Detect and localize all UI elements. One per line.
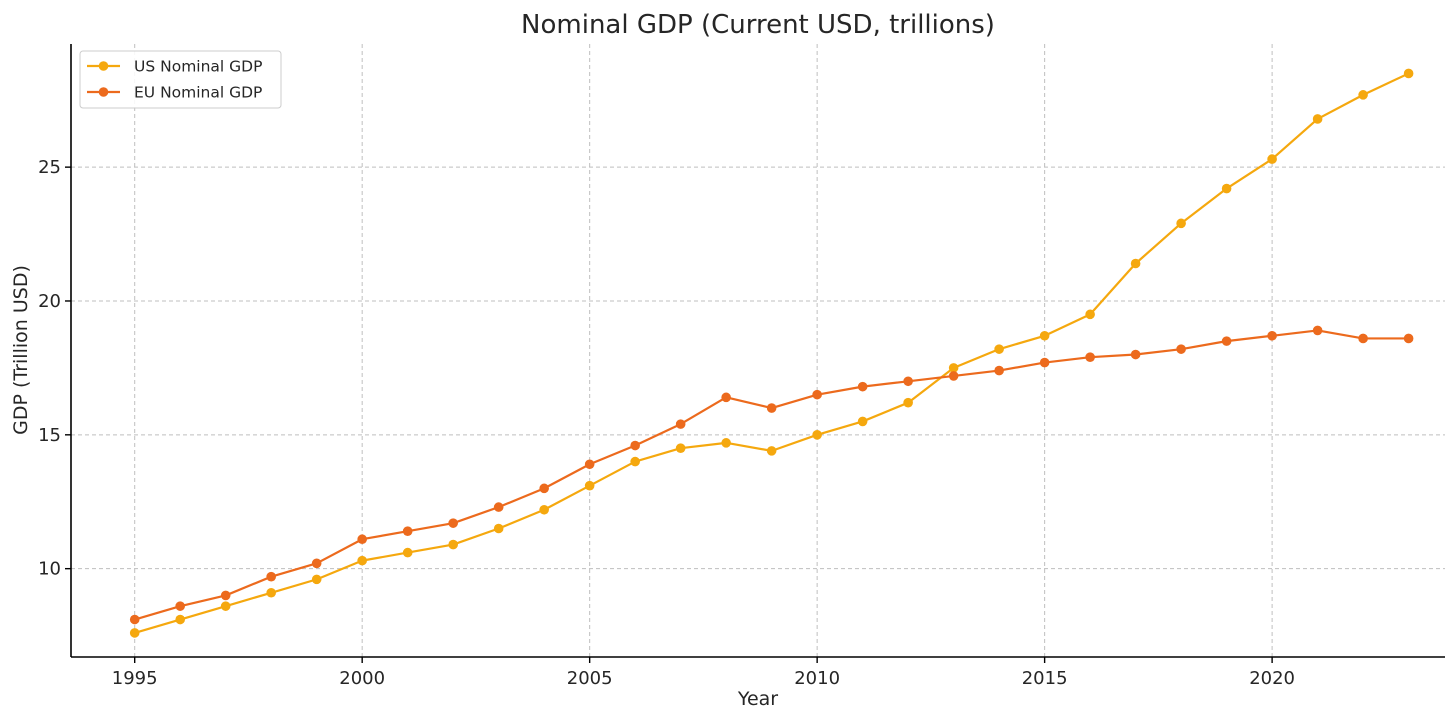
data-point: [948, 371, 959, 381]
data-point: [493, 523, 504, 534]
data-point: [402, 526, 413, 536]
data-point: [1312, 325, 1323, 336]
axis-ticks: 1995 2000 2005 2010 2015 2020 10 15 20 25: [38, 157, 1295, 689]
data-point: [812, 389, 822, 400]
data-point: [220, 601, 231, 611]
data-point: [1267, 330, 1277, 341]
x-tick-label: 2015: [1022, 668, 1068, 689]
data-point: [1039, 330, 1050, 341]
data-point: [630, 440, 640, 451]
y-tick-label: 10: [38, 559, 61, 580]
data-point: [448, 539, 458, 550]
data-point: [1267, 154, 1277, 164]
legend-frame: [79, 50, 282, 109]
data-point: [675, 443, 686, 454]
data-point: [175, 601, 185, 611]
data-point: [539, 504, 549, 515]
data-point: [311, 574, 322, 585]
data-point: [539, 483, 549, 494]
data-point: [1221, 183, 1232, 194]
data-point: [402, 547, 413, 558]
data-point: [357, 555, 367, 566]
data-point: [1221, 336, 1232, 346]
data-point: [766, 403, 777, 413]
data-point: [1403, 68, 1414, 79]
data-point: [948, 363, 959, 373]
data-point: [1085, 352, 1095, 362]
chart-title: Nominal GDP (Current USD, trillions): [521, 10, 995, 40]
x-tick-label: 2005: [567, 668, 613, 689]
data-point: [493, 502, 504, 512]
x-tick-label: 1995: [112, 668, 158, 689]
y-tick-label: 20: [38, 291, 61, 312]
data-point: [129, 614, 140, 625]
y-axis-label: GDP (Trillion USD): [10, 265, 32, 435]
legend: US Nominal GDP EU Nominal GDP: [79, 50, 282, 109]
series-lines: [129, 68, 1414, 638]
x-tick-label: 2010: [794, 668, 840, 689]
data-point: [994, 365, 1004, 376]
legend-label-eu: EU Nominal GDP: [134, 84, 262, 102]
legend-label-us: US Nominal GDP: [134, 58, 262, 76]
data-point: [1039, 357, 1050, 368]
data-point: [1358, 333, 1368, 344]
data-point: [766, 446, 777, 456]
grid-lines: [71, 44, 1445, 657]
data-point: [1312, 114, 1323, 124]
data-point: [584, 459, 595, 470]
data-point: [220, 590, 231, 601]
data-point: [1176, 344, 1186, 354]
series-eu: [129, 325, 1414, 625]
data-point: [1085, 309, 1095, 320]
legend-marker-eu: [98, 87, 109, 97]
data-point: [1130, 258, 1141, 269]
data-point: [994, 344, 1004, 354]
x-axis-label: Year: [737, 688, 778, 710]
data-point: [266, 587, 276, 598]
data-point: [903, 397, 913, 408]
data-point: [175, 614, 185, 625]
data-point: [1176, 218, 1186, 229]
x-tick-label: 2000: [339, 668, 385, 689]
data-point: [857, 416, 868, 427]
data-point: [448, 518, 458, 528]
x-tick-label: 2020: [1249, 668, 1295, 689]
series-us: [129, 68, 1414, 638]
data-point: [266, 571, 276, 582]
data-point: [1358, 90, 1368, 100]
data-point: [1403, 333, 1414, 344]
data-point: [1130, 349, 1141, 360]
data-point: [311, 558, 322, 569]
data-point: [584, 480, 595, 491]
data-point: [630, 456, 640, 467]
y-tick-label: 15: [38, 425, 61, 446]
legend-marker-us: [98, 61, 109, 71]
series-line: [134, 72, 1410, 634]
data-point: [857, 381, 868, 392]
data-point: [903, 376, 913, 387]
data-point: [357, 534, 367, 545]
y-tick-label: 25: [38, 157, 61, 178]
data-point: [721, 392, 731, 403]
data-point: [675, 419, 686, 429]
data-point: [812, 430, 822, 440]
data-point: [721, 438, 731, 448]
data-point: [129, 628, 140, 638]
